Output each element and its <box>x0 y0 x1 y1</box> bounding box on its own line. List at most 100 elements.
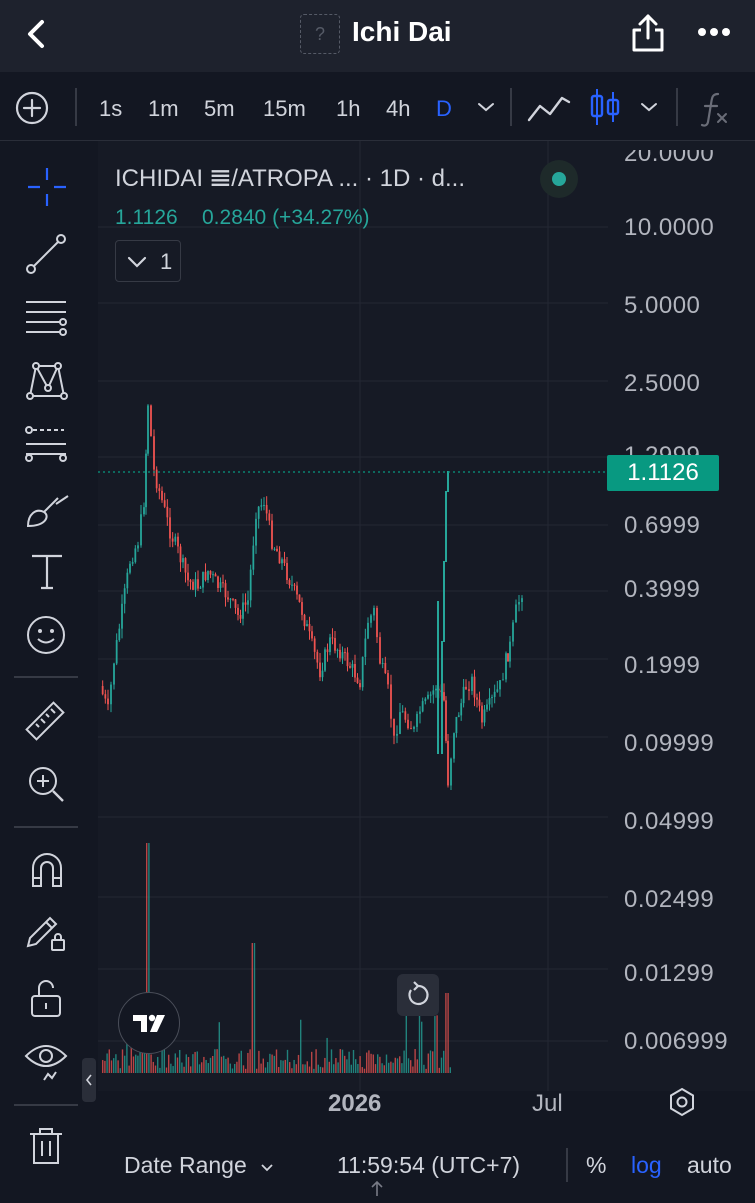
volume-bar <box>339 1049 341 1073</box>
volume-bar <box>194 1051 196 1073</box>
volume-bar <box>214 1049 216 1073</box>
collapse-sidebar-handle[interactable] <box>82 1058 96 1102</box>
indicators-fx-icon[interactable] <box>696 88 736 128</box>
legend-collapse-button[interactable]: 1 <box>115 240 181 282</box>
brush-icon[interactable] <box>24 490 70 530</box>
candle-body <box>252 545 255 570</box>
volume-bar <box>275 1049 278 1073</box>
volume-bar <box>324 1057 326 1073</box>
volume-bar <box>249 1049 251 1073</box>
date-range-selector[interactable]: Date Range <box>124 1152 275 1179</box>
volume-bar <box>201 1062 203 1073</box>
volume-bar <box>432 1051 434 1073</box>
forecast-tool-icon[interactable] <box>24 422 68 466</box>
volume-bar <box>445 993 447 1073</box>
price-chart[interactable] <box>98 141 755 1091</box>
candle-body <box>404 711 407 720</box>
volume-bar <box>291 1068 293 1073</box>
candle-body <box>401 711 404 713</box>
volume-bar <box>253 943 256 1073</box>
zoom-in-icon[interactable] <box>26 764 66 804</box>
volume-bar <box>438 1067 440 1073</box>
timeframe-15m[interactable]: 15m <box>263 96 306 121</box>
price-axis-label: 0.3999 <box>624 576 701 603</box>
ruler-icon[interactable] <box>22 698 68 744</box>
expand-arrow-icon[interactable] <box>368 1180 386 1198</box>
volume-bar <box>350 1064 352 1073</box>
share-icon[interactable] <box>628 12 668 56</box>
candle-body <box>387 673 389 685</box>
candle-body <box>512 622 514 642</box>
candle-body <box>351 664 354 668</box>
candlestick-chart-icon[interactable] <box>588 86 622 128</box>
more-options-icon[interactable] <box>694 22 734 42</box>
add-indicator-icon[interactable] <box>14 90 50 126</box>
visibility-eye-icon[interactable] <box>24 1040 68 1084</box>
fib-retracement-icon[interactable] <box>24 296 68 340</box>
crosshair-icon[interactable] <box>26 166 68 208</box>
pattern-tool-icon[interactable] <box>24 358 68 402</box>
candle-body <box>361 656 364 688</box>
candle-body <box>344 652 346 654</box>
timeframe-4h[interactable]: 4h <box>386 96 411 121</box>
volume-bar <box>418 997 421 1073</box>
tradingview-logo[interactable] <box>118 992 180 1054</box>
toolbar-divider <box>75 88 77 126</box>
emoji-icon[interactable] <box>25 614 67 656</box>
candle-body <box>153 436 155 470</box>
delete-trash-icon[interactable] <box>28 1126 64 1166</box>
volume-bar <box>297 1054 300 1073</box>
reset-chart-button[interactable] <box>397 974 439 1016</box>
auto-scale-toggle[interactable]: auto <box>687 1152 732 1178</box>
symbol-legend[interactable]: ICHIDAI 𝌆/ATROPA ... · 1D · d... <box>115 165 466 192</box>
candle-body <box>301 602 303 615</box>
trend-line-icon[interactable] <box>24 232 68 276</box>
volume-bar <box>110 1060 113 1073</box>
lock-drawings-pencil-icon[interactable] <box>24 912 68 954</box>
timeframe-D[interactable]: D <box>436 96 452 121</box>
candle-body <box>324 649 326 671</box>
chart-settings-icon[interactable] <box>666 1086 698 1118</box>
candle-body <box>437 601 439 754</box>
volume-bar <box>317 1064 319 1073</box>
unlock-icon[interactable] <box>28 978 64 1018</box>
candle-body <box>334 638 336 651</box>
chart-type-dropdown-icon[interactable] <box>638 98 660 116</box>
volume-bar <box>137 1055 139 1073</box>
candle-body <box>107 698 109 705</box>
bottom-divider <box>566 1148 568 1182</box>
timeframe-dropdown-icon[interactable] <box>475 98 497 116</box>
line-chart-icon[interactable] <box>526 90 572 126</box>
chart-area[interactable] <box>98 141 755 1091</box>
magnet-icon[interactable] <box>27 850 67 890</box>
volume-bar <box>278 1067 280 1073</box>
candle-body <box>234 599 237 608</box>
volume-bar <box>280 1060 282 1073</box>
candle-body <box>311 631 313 639</box>
timeframe-5m[interactable]: 5m <box>204 96 235 121</box>
text-tool-icon[interactable] <box>28 552 66 592</box>
volume-bar <box>401 1063 403 1073</box>
volume-bar <box>212 1056 214 1073</box>
timeframe-1m[interactable]: 1m <box>148 96 179 121</box>
candle-body <box>101 686 104 695</box>
token-logo-placeholder: ? <box>300 14 340 54</box>
volume-bar <box>161 1049 163 1073</box>
timeframe-1s[interactable]: 1s <box>99 96 123 121</box>
volume-bar <box>370 1053 372 1073</box>
timeframe-1h[interactable]: 1h <box>336 96 361 121</box>
candle-body <box>257 506 260 519</box>
log-scale-toggle[interactable]: log <box>631 1152 662 1178</box>
sidebar-divider <box>14 1104 78 1106</box>
candle-body <box>229 598 232 600</box>
percent-scale-toggle[interactable]: % <box>586 1152 607 1178</box>
candle-body <box>110 684 112 705</box>
back-icon[interactable] <box>18 14 58 54</box>
candle-body <box>255 518 257 546</box>
candle-body <box>158 488 161 491</box>
candle-body <box>113 663 115 685</box>
volume-bar <box>176 1057 179 1073</box>
candle-body <box>419 711 421 714</box>
timezone-clock[interactable]: 11:59:54 (UTC+7) <box>337 1152 521 1178</box>
candle-body <box>359 683 361 688</box>
